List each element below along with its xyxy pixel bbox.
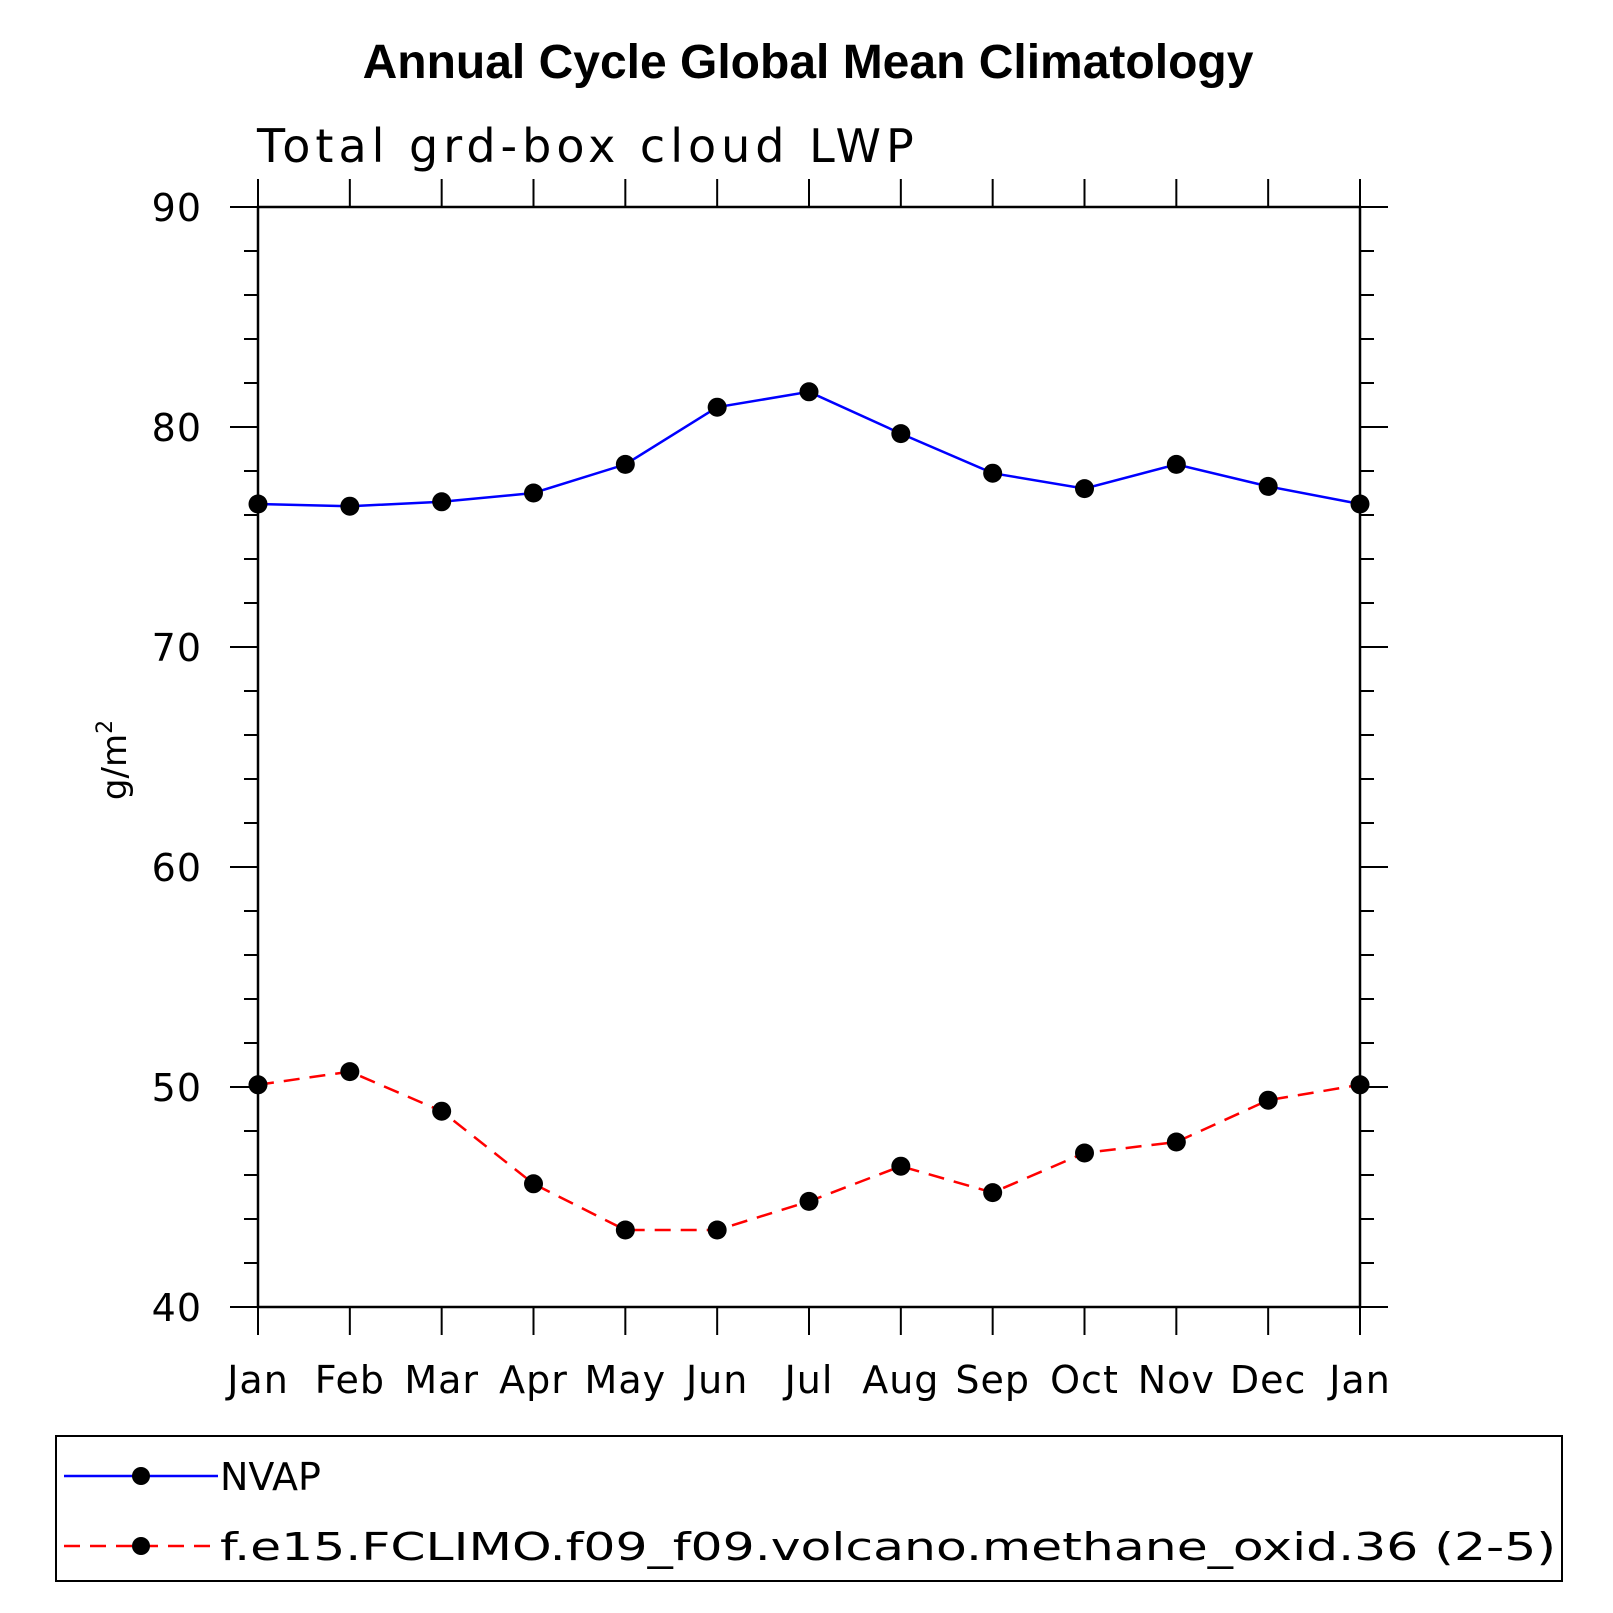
x-tick-label: May	[585, 1358, 667, 1402]
series-1-point	[340, 1062, 360, 1082]
x-tick-label: Jan	[225, 1358, 289, 1402]
y-tick-label: 80	[152, 406, 202, 450]
x-tick-label: Sep	[955, 1358, 1030, 1402]
series-0-point	[1258, 476, 1278, 496]
y-tick-label: 90	[152, 186, 202, 230]
x-tick-labels: Jan Feb Mar Apr May Jun Jul Aug Sep Oct Nov Dec Jan	[225, 1358, 1391, 1402]
series-0-point	[799, 382, 819, 402]
x-tick-label: Nov	[1138, 1358, 1215, 1402]
series-1-point	[615, 1220, 635, 1240]
series-1-point	[1258, 1090, 1278, 1110]
series-1-point	[707, 1220, 727, 1240]
series-0-point	[1075, 479, 1094, 499]
legend: NVAP f.e15.FCLIMO.f09_f09.volcano.methan…	[55, 1435, 1563, 1582]
series-1-point	[1350, 1075, 1370, 1095]
series-0-point	[524, 483, 543, 503]
series-1-point	[983, 1183, 1003, 1203]
y-tick-label: 60	[152, 846, 202, 890]
axis-ticks	[230, 179, 1388, 1335]
y-axis-label-superscript: 2	[93, 720, 118, 734]
y-axis-label-text: g/m	[95, 734, 135, 800]
x-tick-label: Feb	[315, 1358, 385, 1402]
series-layer	[248, 382, 1370, 1240]
y-tick-label: 40	[152, 1286, 202, 1330]
x-tick-label: Mar	[404, 1358, 479, 1402]
x-tick-label: Dec	[1230, 1358, 1307, 1402]
legend-box	[55, 1435, 1563, 1582]
x-tick-label: Jun	[684, 1358, 748, 1402]
legend-marker-nvap	[132, 1467, 150, 1485]
series-0-point	[891, 424, 911, 444]
series-line-0	[257, 390, 1361, 508]
series-0-point	[340, 496, 360, 516]
x-tick-label: Oct	[1050, 1358, 1119, 1402]
chart-title: Annual Cycle Global Mean Climatology	[363, 36, 1254, 89]
series-1-point	[432, 1101, 452, 1121]
series-0-point	[1166, 454, 1186, 474]
legend-marker-model	[132, 1537, 150, 1555]
series-1-point	[1075, 1143, 1094, 1163]
x-tick-label: Aug	[862, 1358, 939, 1402]
x-tick-label: Apr	[499, 1358, 568, 1402]
x-tick-label: Jan	[1327, 1358, 1391, 1402]
series-0-point	[615, 454, 635, 474]
legend-label-nvap: NVAP	[220, 1455, 321, 1499]
series-1-point	[799, 1191, 819, 1211]
series-0-point	[1350, 494, 1370, 514]
y-axis-label: g/m2	[93, 720, 135, 800]
plot-axes	[256, 205, 1362, 1309]
chart-subtitle: Total grd-box cloud LWP	[256, 119, 919, 173]
plot-frame	[256, 205, 1362, 1309]
series-0-point	[707, 397, 727, 417]
series-0-point	[983, 463, 1003, 483]
legend-label-model: f.e15.FCLIMO.f09_f09.volcano.methane_oxi…	[220, 1525, 1556, 1569]
series-0-point	[432, 492, 452, 512]
y-tick-labels: 40 50 60 70 80 90	[152, 186, 202, 1330]
y-tick-label: 50	[152, 1066, 202, 1110]
series-1-point	[248, 1075, 268, 1095]
series-1-point	[1166, 1132, 1186, 1152]
series-1-point	[891, 1156, 911, 1176]
series-0-point	[248, 494, 268, 514]
series-1-point	[524, 1174, 543, 1194]
y-tick-label: 70	[152, 626, 202, 670]
x-tick-label: Jul	[783, 1358, 834, 1402]
